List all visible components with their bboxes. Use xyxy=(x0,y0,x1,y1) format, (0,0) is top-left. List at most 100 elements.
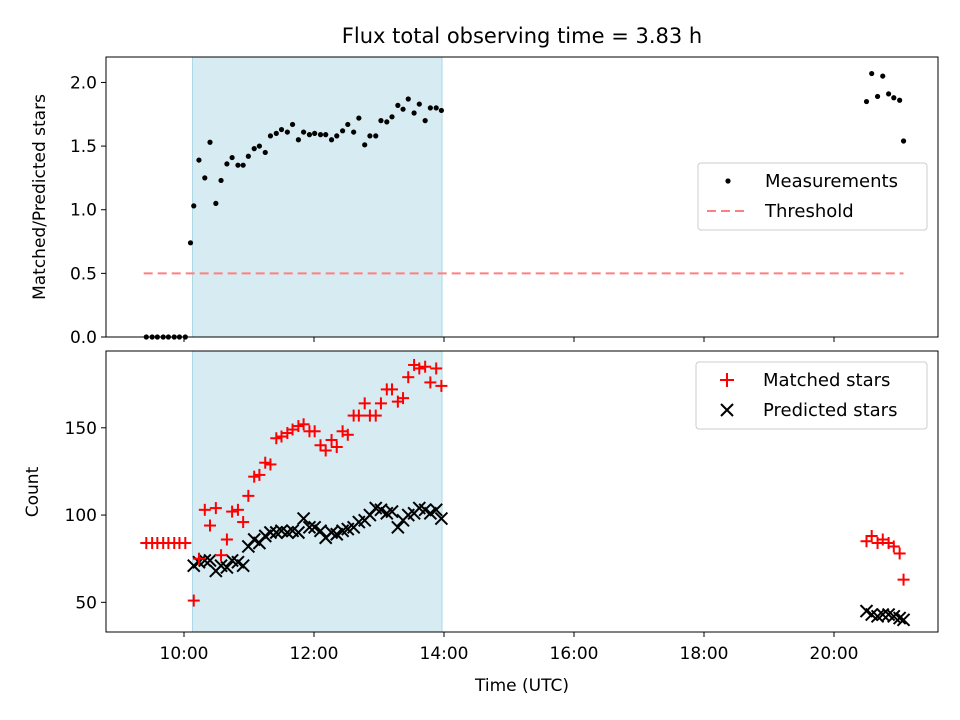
matched-point xyxy=(198,503,211,516)
measurement-point xyxy=(897,97,903,103)
measurement-point xyxy=(340,128,346,134)
matched-point xyxy=(297,418,310,431)
measurement-point xyxy=(224,161,230,167)
matched-point xyxy=(270,432,283,445)
measurement-point xyxy=(334,133,340,139)
x-tick-label: 10:00 xyxy=(160,644,209,664)
predicted-point xyxy=(263,525,278,540)
measurement-point xyxy=(229,154,235,161)
measurement-point xyxy=(863,98,870,105)
measurement-point xyxy=(262,149,268,156)
measurement-point xyxy=(373,133,379,139)
predicted-point xyxy=(876,607,890,622)
x-axis-label: Time (UTC) xyxy=(474,676,569,696)
y-tick-label: 1.5 xyxy=(70,137,97,157)
measurement-point xyxy=(289,121,296,128)
counts-legend: Matched stars Predicted stars xyxy=(695,361,928,430)
measurement-point xyxy=(328,137,335,143)
predicted-point xyxy=(203,553,217,568)
measurement-point xyxy=(880,73,886,79)
measurement-point xyxy=(422,118,428,124)
measurement-point xyxy=(323,132,329,138)
matched-point xyxy=(369,409,382,422)
observing-window-span xyxy=(191,350,443,633)
measurement-point xyxy=(869,70,875,77)
measurement-point xyxy=(427,105,433,111)
measurement-point xyxy=(273,130,279,136)
measurement-point xyxy=(295,137,301,143)
measurement-point xyxy=(378,118,384,124)
measurement-point xyxy=(405,96,411,102)
y-tick-label: 1.0 xyxy=(70,201,97,221)
predicted-point xyxy=(291,525,306,540)
measurement-point xyxy=(351,129,357,135)
legend-threshold-label: Threshold xyxy=(764,201,854,222)
measurement-point xyxy=(191,203,197,209)
matched-point xyxy=(292,420,305,433)
measurement-point xyxy=(317,132,324,138)
predicted-point xyxy=(892,611,907,625)
matched-point xyxy=(402,371,415,384)
matched-point xyxy=(893,547,906,560)
counts-plot-frame xyxy=(105,350,939,633)
measurement-point xyxy=(900,138,907,144)
matched-point xyxy=(248,470,261,483)
legend-predicted-marker xyxy=(720,403,734,417)
measurement-point xyxy=(245,153,251,159)
matched-point xyxy=(308,425,321,438)
matched-point xyxy=(204,519,216,532)
observing-window-span xyxy=(191,56,443,338)
measurement-point xyxy=(433,105,439,111)
matched-point xyxy=(887,540,900,553)
legend-predicted-label: Predicted stars xyxy=(763,400,897,421)
matched-point xyxy=(192,552,205,565)
measurement-point xyxy=(207,139,213,145)
matched-point xyxy=(419,360,432,373)
y-tick-label: 100 xyxy=(65,506,97,526)
legend-matched-marker xyxy=(720,373,734,387)
measurement-point xyxy=(218,177,224,184)
measurement-point xyxy=(240,162,246,168)
matched-point xyxy=(374,397,387,410)
measurement-point xyxy=(301,129,307,135)
measurement-point xyxy=(196,157,202,163)
matched-point xyxy=(352,409,365,422)
y-tick-label: 150 xyxy=(65,419,97,439)
predicted-point xyxy=(434,511,449,526)
x-tick-label: 20:00 xyxy=(810,644,859,664)
measurement-point xyxy=(416,101,422,107)
matched-point xyxy=(264,458,277,471)
matched-point xyxy=(237,516,250,529)
matched-point xyxy=(330,440,343,453)
matched-point xyxy=(253,468,266,481)
measurement-point xyxy=(267,133,274,139)
predicted-point xyxy=(429,503,443,517)
matched-point xyxy=(231,503,244,516)
measurement-point xyxy=(891,95,897,101)
matched-point xyxy=(897,573,910,586)
matched-point xyxy=(424,376,437,389)
legend-measurements-marker xyxy=(725,178,731,184)
measurement-point xyxy=(362,142,368,148)
matched-point xyxy=(179,536,192,549)
legend-matched-label: Matched stars xyxy=(763,370,890,391)
predicted-point xyxy=(302,520,317,534)
chart-title: Flux total observing time = 3.83 h xyxy=(342,24,702,48)
counts-legend-box xyxy=(695,361,928,430)
measurement-point xyxy=(251,146,257,152)
matched-point xyxy=(397,392,410,405)
measurement-point xyxy=(395,102,401,108)
measurement-point xyxy=(213,200,219,206)
matched-point xyxy=(314,439,327,452)
predicted-point xyxy=(313,524,328,538)
measurement-point xyxy=(389,114,395,120)
matched-point xyxy=(413,362,426,375)
predicted-point xyxy=(391,520,405,534)
matched-point xyxy=(860,535,873,548)
measurement-point xyxy=(278,126,285,133)
measurement-point xyxy=(367,133,373,139)
x-tick-label: 14:00 xyxy=(420,644,469,664)
predicted-point xyxy=(296,511,311,526)
measurement-point xyxy=(312,130,318,136)
